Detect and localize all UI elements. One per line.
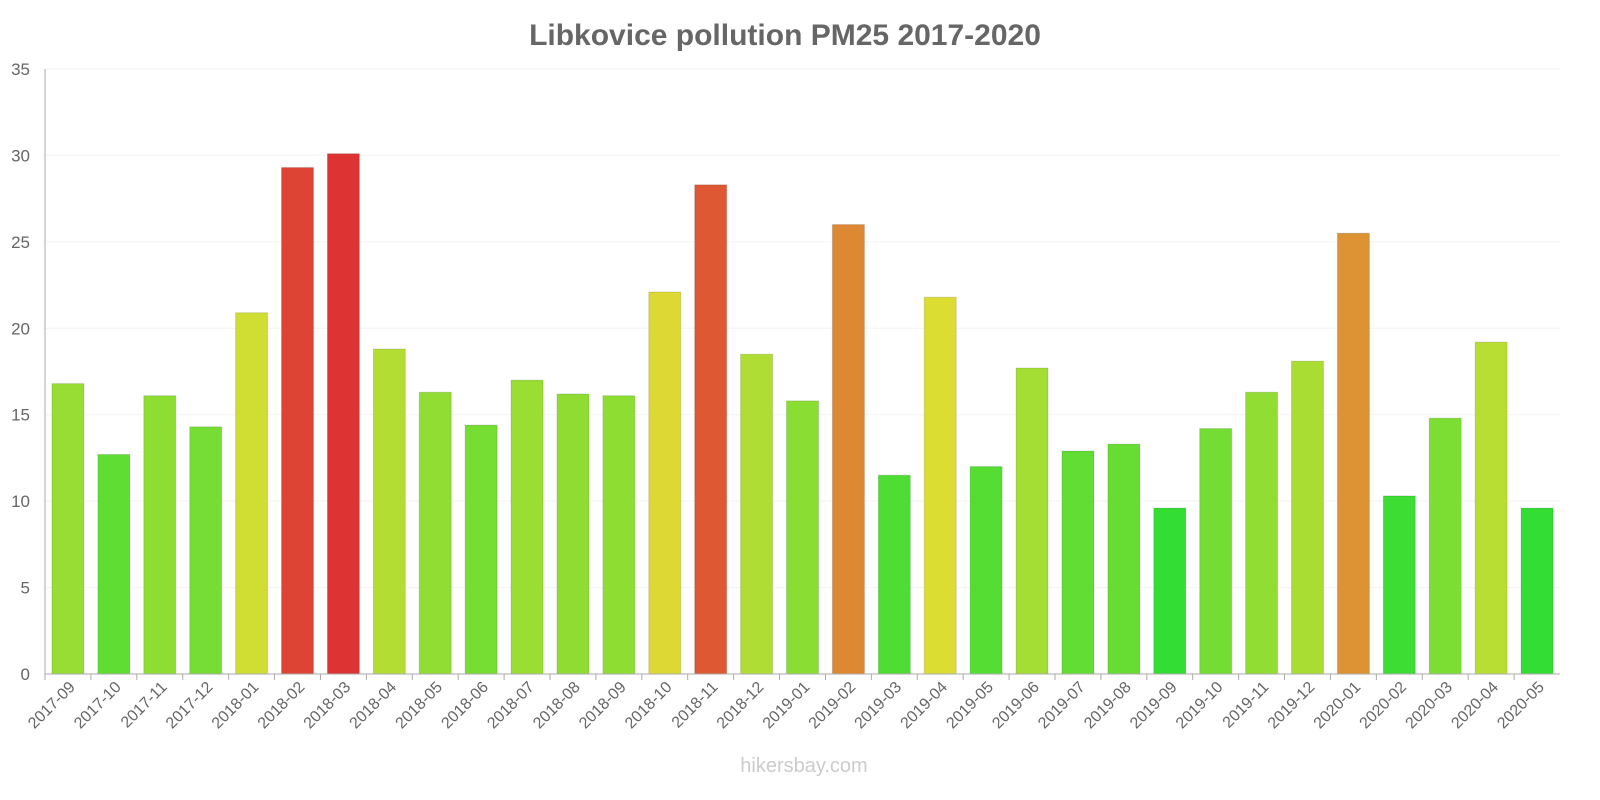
x-tick-label: 2018-02 — [255, 679, 309, 733]
x-tick-label: 2019-11 — [1220, 679, 1273, 732]
x-tick-label: 2018-10 — [622, 679, 676, 733]
bar-2018-03 — [326, 153, 360, 675]
x-tick-label: 2018-06 — [438, 679, 492, 733]
y-tick-label: 20 — [11, 319, 30, 338]
bar-2019-03 — [877, 474, 911, 675]
x-tick-label: 2019-08 — [1081, 679, 1135, 733]
x-tick-label: 2019-02 — [806, 679, 860, 733]
x-tick-label: 2018-09 — [576, 679, 630, 733]
bar-2019-05 — [969, 466, 1003, 675]
bar-2019-06 — [1015, 367, 1049, 675]
y-tick-label: 30 — [11, 146, 30, 165]
x-tick-label: 2019-07 — [1035, 679, 1089, 733]
bar-2018-08 — [556, 393, 590, 675]
x-tick-label: 2020-02 — [1357, 679, 1411, 733]
bar-2020-04 — [1474, 341, 1508, 675]
bar-2019-12 — [1291, 360, 1324, 675]
x-tick-label: 2017-11 — [118, 679, 171, 732]
y-tick-label: 0 — [21, 665, 30, 684]
watermark: hikersbay.com — [740, 755, 867, 777]
bar-2020-05 — [1520, 507, 1554, 675]
bar-2019-11 — [1245, 391, 1279, 675]
bar-2019-01 — [786, 400, 819, 675]
x-tick-label: 2018-11 — [669, 679, 722, 732]
bar-2017-10 — [97, 453, 131, 675]
x-tick-label: 2018-12 — [714, 679, 768, 733]
bar-2019-10 — [1199, 428, 1233, 675]
x-tick-label: 2017-10 — [71, 679, 125, 733]
bar-2017-09 — [51, 383, 85, 675]
y-tick-label: 25 — [11, 233, 30, 252]
chart-title: Libkovice pollution PM25 2017-2020 — [529, 19, 1041, 52]
x-tick-label: 2019-04 — [898, 679, 952, 733]
bar-2019-07 — [1061, 450, 1095, 675]
bar-2018-09 — [602, 395, 636, 675]
y-tick-label: 35 — [11, 60, 30, 79]
x-tick-label: 2018-08 — [530, 679, 584, 733]
bar-2018-02 — [281, 167, 314, 675]
x-tick-label: 2018-01 — [209, 679, 263, 733]
x-tick-label: 2017-09 — [25, 679, 79, 733]
bar-2020-01 — [1336, 232, 1370, 675]
x-tick-label: 2020-01 — [1311, 679, 1365, 733]
y-tick-label: 5 — [21, 579, 30, 598]
bar-2018-12 — [740, 353, 774, 675]
x-tick-label: 2019-12 — [1265, 679, 1319, 733]
bar-2018-10 — [648, 291, 682, 675]
x-tick-label: 2020-03 — [1403, 679, 1457, 733]
bar-2017-12 — [189, 426, 223, 675]
x-tick-label: 2019-06 — [989, 679, 1043, 733]
y-tick-label: 15 — [11, 406, 30, 425]
bar-2018-06 — [464, 424, 498, 675]
bar-2020-02 — [1382, 495, 1416, 675]
bar-2018-04 — [372, 348, 406, 675]
bar-2019-02 — [831, 224, 865, 675]
bar-2018-11 — [694, 184, 728, 675]
x-tick-label: 2020-05 — [1494, 679, 1548, 733]
bar-2018-07 — [510, 379, 544, 675]
x-tick-label: 2020-04 — [1448, 679, 1502, 733]
y-tick-label: 10 — [11, 492, 30, 511]
x-tick-label: 2019-03 — [852, 679, 906, 733]
x-tick-label: 2019-05 — [943, 679, 997, 733]
x-tick-label: 2018-07 — [484, 679, 538, 733]
x-tick-label: 2019-10 — [1173, 679, 1227, 733]
bar-2019-04 — [923, 296, 957, 675]
bar-2020-03 — [1428, 417, 1462, 675]
bar-2019-08 — [1107, 443, 1141, 675]
bar-2018-01 — [235, 312, 269, 675]
x-tick-label: 2018-04 — [347, 679, 401, 733]
bar-2019-09 — [1153, 507, 1187, 675]
x-tick-label: 2019-09 — [1127, 679, 1181, 733]
x-tick-label: 2018-05 — [393, 679, 447, 733]
x-tick-label: 2018-03 — [301, 679, 355, 733]
x-tick-label: 2017-12 — [163, 679, 217, 733]
bar-2018-05 — [418, 391, 452, 675]
x-tick-label: 2019-01 — [760, 679, 814, 733]
bar-2017-11 — [143, 395, 177, 675]
